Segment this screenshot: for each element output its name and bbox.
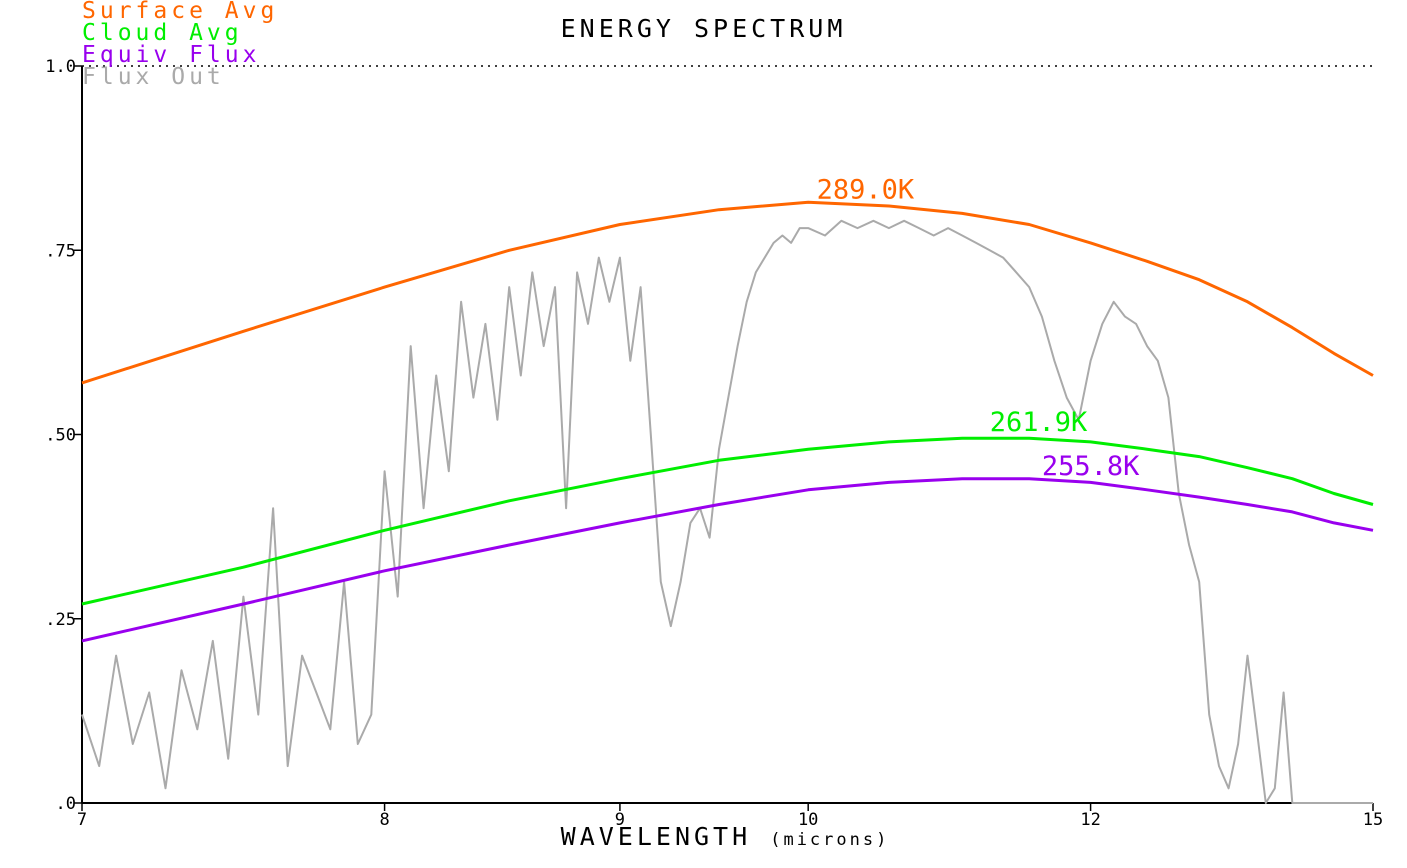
series-label-cloud-avg: 261.9K [990, 407, 1088, 438]
y-tick-label: .75 [45, 241, 76, 261]
x-tick-label: 8 [379, 810, 389, 830]
x-tick-label: 9 [615, 810, 625, 830]
x-tick-label: 15 [1363, 810, 1383, 830]
series-line-cloud-avg [81, 436, 1374, 606]
x-axis-unit: (microns) [770, 830, 890, 850]
x-axis-title: WAVELENGTH (microns) [0, 822, 1407, 851]
legend-entry-equiv-flux: Equiv Flux [82, 42, 261, 68]
legend-entry-surface-avg: Surface Avg [82, 0, 279, 24]
x-tick-label: 7 [77, 810, 87, 830]
series-line-surface-avg [81, 200, 1374, 385]
series-label-surface-avg: 289.0K [817, 175, 915, 206]
legend-entry-cloud-avg: Cloud Avg [82, 20, 243, 46]
legend: Surface Avg Cloud Avg Equiv Flux Flux Ou… [82, 0, 279, 90]
y-tick-label: .25 [45, 610, 76, 630]
series-line-equiv-flux [81, 477, 1374, 643]
series-line-flux-out [81, 219, 1373, 804]
chart-title: ENERGY SPECTRUM [560, 14, 847, 43]
x-tick-label: 10 [798, 810, 818, 830]
legend-entry-flux-out: Flux Out [82, 64, 225, 90]
y-tick-label: .50 [45, 426, 76, 446]
x-axis-label: WAVELENGTH [560, 822, 752, 851]
y-tick-label: .0 [56, 794, 76, 814]
y-tick-label: 1.0 [45, 57, 76, 77]
series-label-equiv-flux: 255.8K [1042, 451, 1140, 482]
x-tick-label: 12 [1080, 810, 1100, 830]
